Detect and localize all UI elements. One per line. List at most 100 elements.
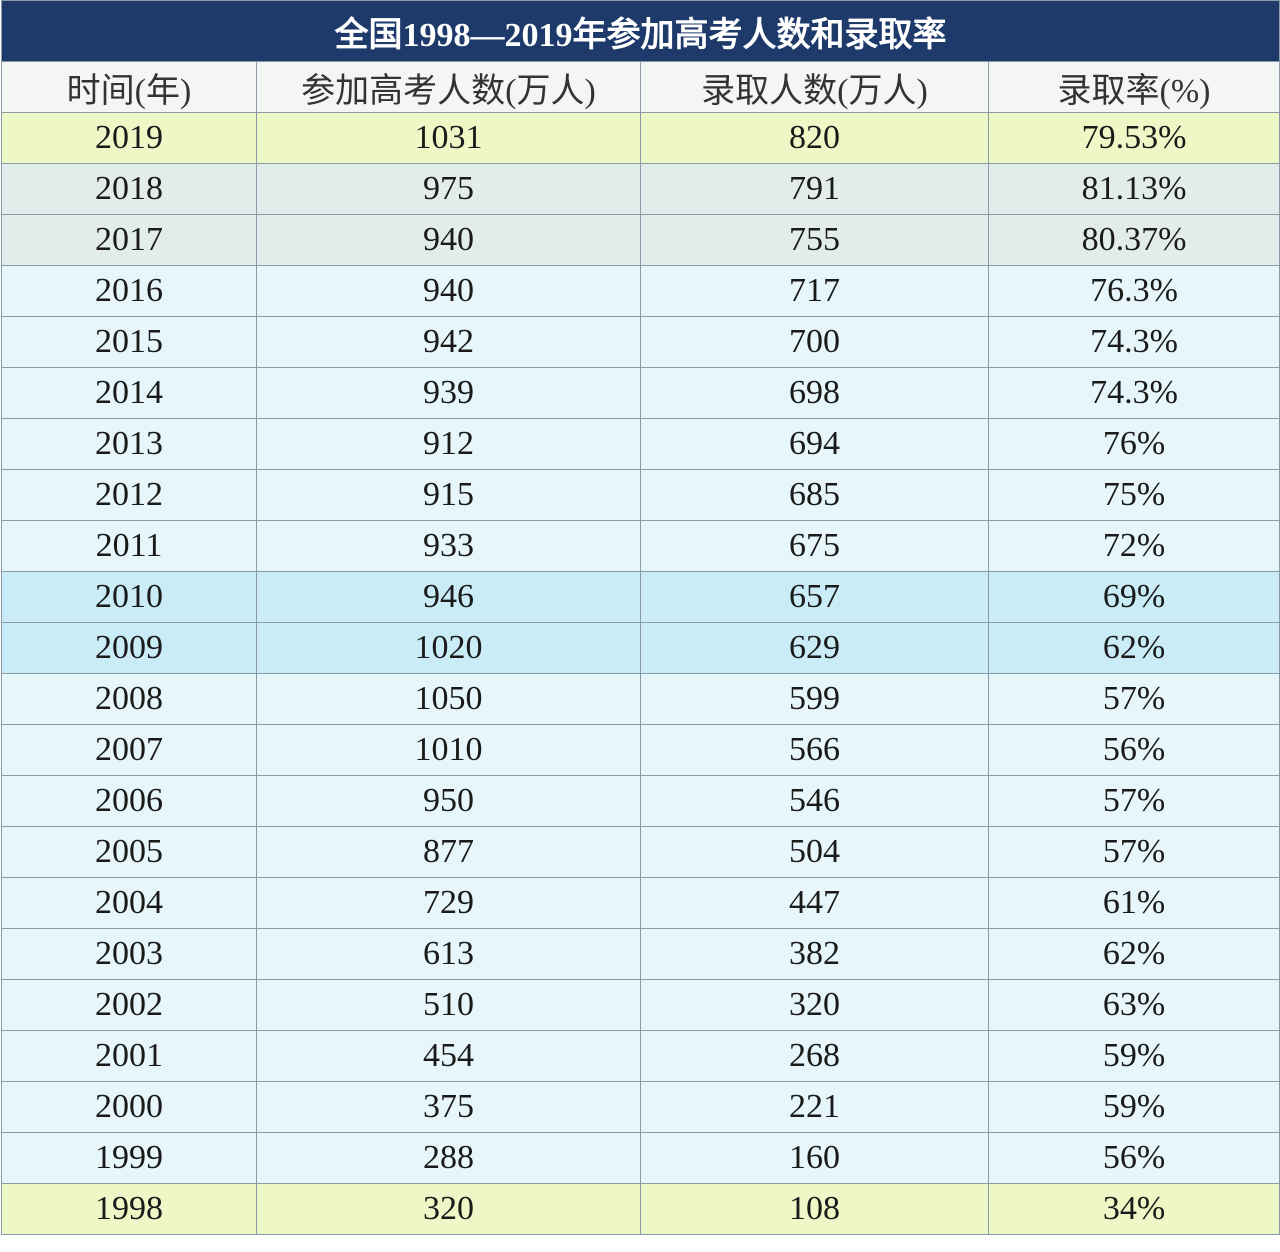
table-cell: 700 <box>640 316 989 368</box>
table-cell: 108 <box>640 1183 989 1235</box>
table-cell: 2002 <box>1 979 257 1031</box>
table-row: 2004 729 447 61% <box>1 877 1280 929</box>
table-cell: 820 <box>640 112 989 164</box>
table-cell: 1020 <box>256 622 641 674</box>
table-cell: 59% <box>988 1030 1280 1082</box>
column-header: 录取人数(万人) <box>640 61 989 113</box>
table-cell: 510 <box>256 979 641 1031</box>
table-cell: 56% <box>988 1132 1280 1184</box>
table-row: 2007 1010 566 56% <box>1 724 1280 776</box>
table-title: 全国1998—2019年参加高考人数和录取率 <box>1 0 1280 62</box>
table-cell: 288 <box>256 1132 641 1184</box>
table-row: 2005 877 504 57% <box>1 826 1280 878</box>
table-cell: 1031 <box>256 112 641 164</box>
table-cell: 675 <box>640 520 989 572</box>
table-cell: 61% <box>988 877 1280 929</box>
table-cell: 34% <box>988 1183 1280 1235</box>
table-cell: 382 <box>640 928 989 980</box>
table-cell: 80.37% <box>988 214 1280 266</box>
table-row: 2014 939 698 74.3% <box>1 367 1280 419</box>
table-cell: 57% <box>988 826 1280 878</box>
table-cell: 2015 <box>1 316 257 368</box>
table-cell: 940 <box>256 214 641 266</box>
table-row: 2003 613 382 62% <box>1 928 1280 980</box>
table-cell: 717 <box>640 265 989 317</box>
table-cell: 877 <box>256 826 641 878</box>
table-cell: 657 <box>640 571 989 623</box>
table-cell: 57% <box>988 673 1280 725</box>
table-cell: 375 <box>256 1081 641 1133</box>
table-cell: 320 <box>640 979 989 1031</box>
table-row: 1999 288 160 56% <box>1 1132 1280 1184</box>
table-row: 2002 510 320 63% <box>1 979 1280 1031</box>
table-row: 2018 975 791 81.13% <box>1 163 1280 215</box>
table-cell: 81.13% <box>988 163 1280 215</box>
table-cell: 2007 <box>1 724 257 776</box>
table-cell: 62% <box>988 928 1280 980</box>
table-row: 2019 1031 820 79.53% <box>1 112 1280 164</box>
table-cell: 2018 <box>1 163 257 215</box>
table-cell: 946 <box>256 571 641 623</box>
table-cell: 1999 <box>1 1132 257 1184</box>
table-cell: 2014 <box>1 367 257 419</box>
table-cell: 546 <box>640 775 989 827</box>
table-cell: 221 <box>640 1081 989 1133</box>
table-cell: 320 <box>256 1183 641 1235</box>
table-cell: 59% <box>988 1081 1280 1133</box>
table-cell: 2016 <box>1 265 257 317</box>
column-header: 参加高考人数(万人) <box>256 61 641 113</box>
table-row: 2015 942 700 74.3% <box>1 316 1280 368</box>
table-cell: 950 <box>256 775 641 827</box>
table-cell: 1998 <box>1 1183 257 1235</box>
header-row: 时间(年) 参加高考人数(万人) 录取人数(万人) 录取率(%) <box>1 61 1280 113</box>
table-row: 2011 933 675 72% <box>1 520 1280 572</box>
table-cell: 2003 <box>1 928 257 980</box>
table-row: 2017 940 755 80.37% <box>1 214 1280 266</box>
table-cell: 1050 <box>256 673 641 725</box>
table-row: 1998 320 108 34% <box>1 1183 1280 1235</box>
table-cell: 2017 <box>1 214 257 266</box>
table-cell: 2006 <box>1 775 257 827</box>
table-cell: 75% <box>988 469 1280 521</box>
table-cell: 629 <box>640 622 989 674</box>
table-body: 2019 1031 820 79.53% 2018 975 791 81.13% 2017 940… <box>1 112 1280 1235</box>
table-cell: 56% <box>988 724 1280 776</box>
table-row: 2006 950 546 57% <box>1 775 1280 827</box>
column-header: 时间(年) <box>1 61 257 113</box>
table-row: 2009 1020 629 62% <box>1 622 1280 674</box>
table-cell: 454 <box>256 1030 641 1082</box>
table-cell: 268 <box>640 1030 989 1082</box>
table-cell: 74.3% <box>988 367 1280 419</box>
table-cell: 933 <box>256 520 641 572</box>
table-cell: 694 <box>640 418 989 470</box>
table-cell: 755 <box>640 214 989 266</box>
table-cell: 940 <box>256 265 641 317</box>
table-cell: 698 <box>640 367 989 419</box>
table-cell: 942 <box>256 316 641 368</box>
table-cell: 72% <box>988 520 1280 572</box>
table-cell: 62% <box>988 622 1280 674</box>
column-header: 录取率(%) <box>988 61 1280 113</box>
table-cell: 2008 <box>1 673 257 725</box>
table-cell: 2019 <box>1 112 257 164</box>
table-cell: 685 <box>640 469 989 521</box>
table-cell: 76.3% <box>988 265 1280 317</box>
table-cell: 975 <box>256 163 641 215</box>
table-cell: 2009 <box>1 622 257 674</box>
table-cell: 2005 <box>1 826 257 878</box>
table-cell: 79.53% <box>988 112 1280 164</box>
table-cell: 74.3% <box>988 316 1280 368</box>
table-cell: 791 <box>640 163 989 215</box>
table-cell: 2011 <box>1 520 257 572</box>
table-cell: 63% <box>988 979 1280 1031</box>
table-row: 2010 946 657 69% <box>1 571 1280 623</box>
table-cell: 447 <box>640 877 989 929</box>
table-cell: 2012 <box>1 469 257 521</box>
table-cell: 504 <box>640 826 989 878</box>
table-cell: 939 <box>256 367 641 419</box>
table-cell: 1010 <box>256 724 641 776</box>
table-cell: 2001 <box>1 1030 257 1082</box>
table-cell: 599 <box>640 673 989 725</box>
